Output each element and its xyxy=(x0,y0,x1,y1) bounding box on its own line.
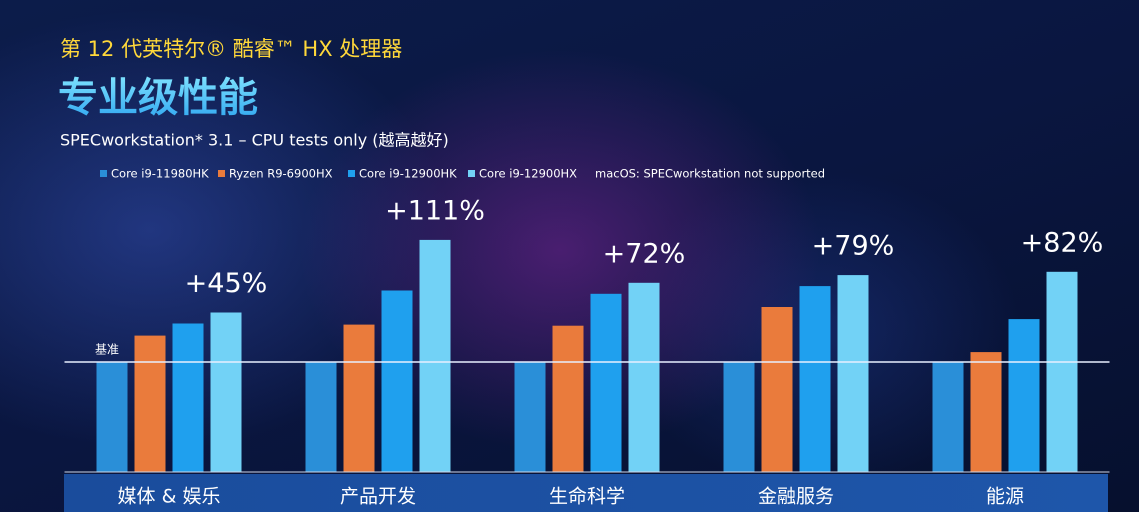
bar xyxy=(970,352,1002,472)
data-label: +111% xyxy=(385,195,485,226)
data-label: +45% xyxy=(185,268,268,299)
bar xyxy=(799,286,831,472)
legend-label: Ryzen R9-6900HX xyxy=(229,167,333,181)
category-band xyxy=(64,474,1108,512)
bar xyxy=(381,290,413,472)
legend-swatch xyxy=(468,170,475,177)
supertitle: 第 12 代英特尔® 酷睿™ HX 处理器 xyxy=(60,37,402,61)
legend-note: macOS: SPECworkstation not supported xyxy=(595,167,825,181)
bar xyxy=(305,362,337,472)
subtitle: SPECworkstation* 3.1 – CPU tests only (越… xyxy=(60,131,449,150)
bar xyxy=(761,307,793,472)
data-label: +82% xyxy=(1021,227,1104,258)
legend-swatch xyxy=(218,170,225,177)
bar xyxy=(628,282,660,472)
bar xyxy=(723,362,755,472)
bar xyxy=(96,362,128,472)
x-tick-label: 能源 xyxy=(986,486,1024,508)
legend-label: Core i9-12900HK xyxy=(359,167,457,181)
x-tick-label: 生命科学 xyxy=(549,486,625,508)
bar xyxy=(552,325,584,472)
chart-title: 专业级性能 xyxy=(58,75,258,121)
bar xyxy=(932,362,964,472)
bar xyxy=(419,239,451,472)
bar xyxy=(837,275,869,472)
bar xyxy=(514,362,546,472)
data-label: +79% xyxy=(812,231,895,262)
x-tick-label: 媒体 & 娱乐 xyxy=(118,486,221,508)
bar xyxy=(172,323,204,472)
legend-label: Core i9-12900HX xyxy=(479,167,577,181)
x-tick-label: 金融服务 xyxy=(758,486,834,508)
bar xyxy=(134,335,166,472)
bar xyxy=(343,324,375,472)
bar xyxy=(590,293,622,472)
legend-swatch xyxy=(100,170,107,177)
legend-swatch xyxy=(348,170,355,177)
data-label: +72% xyxy=(603,238,686,269)
legend-label: Core i9-11980HK xyxy=(111,167,209,181)
bar xyxy=(1046,271,1078,472)
x-tick-label: 产品开发 xyxy=(340,486,416,508)
bar xyxy=(210,312,242,472)
bar xyxy=(1008,319,1040,472)
baseline-label: 基准 xyxy=(95,343,119,357)
